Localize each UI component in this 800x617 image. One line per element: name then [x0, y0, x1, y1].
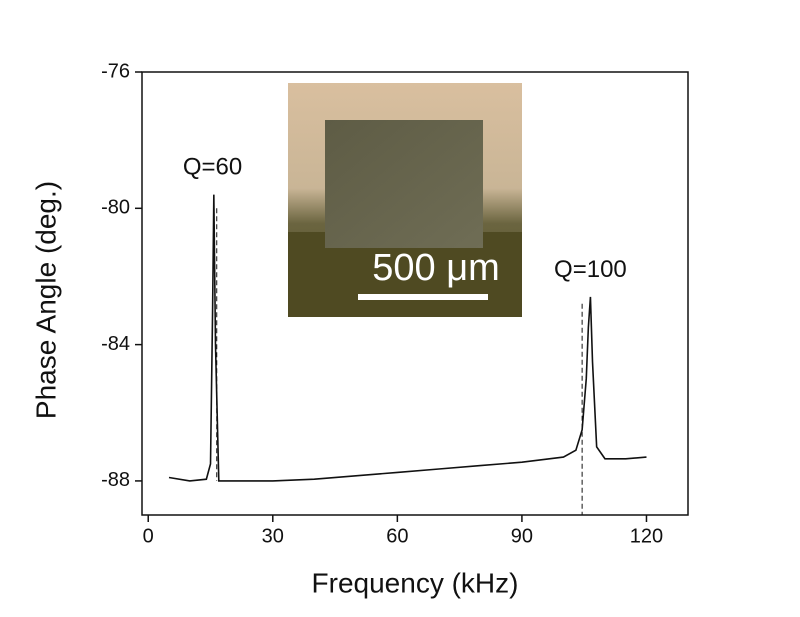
- annotation: Q=60: [183, 154, 242, 181]
- y-tick-label: -76: [101, 60, 130, 82]
- x-tick-label: 0: [143, 525, 154, 547]
- photo-block: [325, 120, 483, 248]
- scale-label: 500 μm: [372, 247, 500, 289]
- x-tick-label: 90: [511, 525, 533, 547]
- data-line: [168, 194, 647, 482]
- y-tick-label: -88: [101, 469, 130, 491]
- x-tick-label: 60: [386, 525, 408, 547]
- x-tick-label: 30: [262, 525, 284, 547]
- plot-frame: [141, 71, 689, 516]
- annotation: Q=100: [554, 256, 627, 283]
- y-tick-label: -84: [101, 333, 130, 355]
- x-axis-title: Frequency (kHz): [312, 567, 519, 598]
- inset-photo: 500 μm: [288, 83, 522, 317]
- x-tick-label: 120: [630, 525, 663, 547]
- y-axis-title: Phase Angle (deg.): [30, 181, 61, 419]
- y-tick-label: -80: [101, 197, 130, 219]
